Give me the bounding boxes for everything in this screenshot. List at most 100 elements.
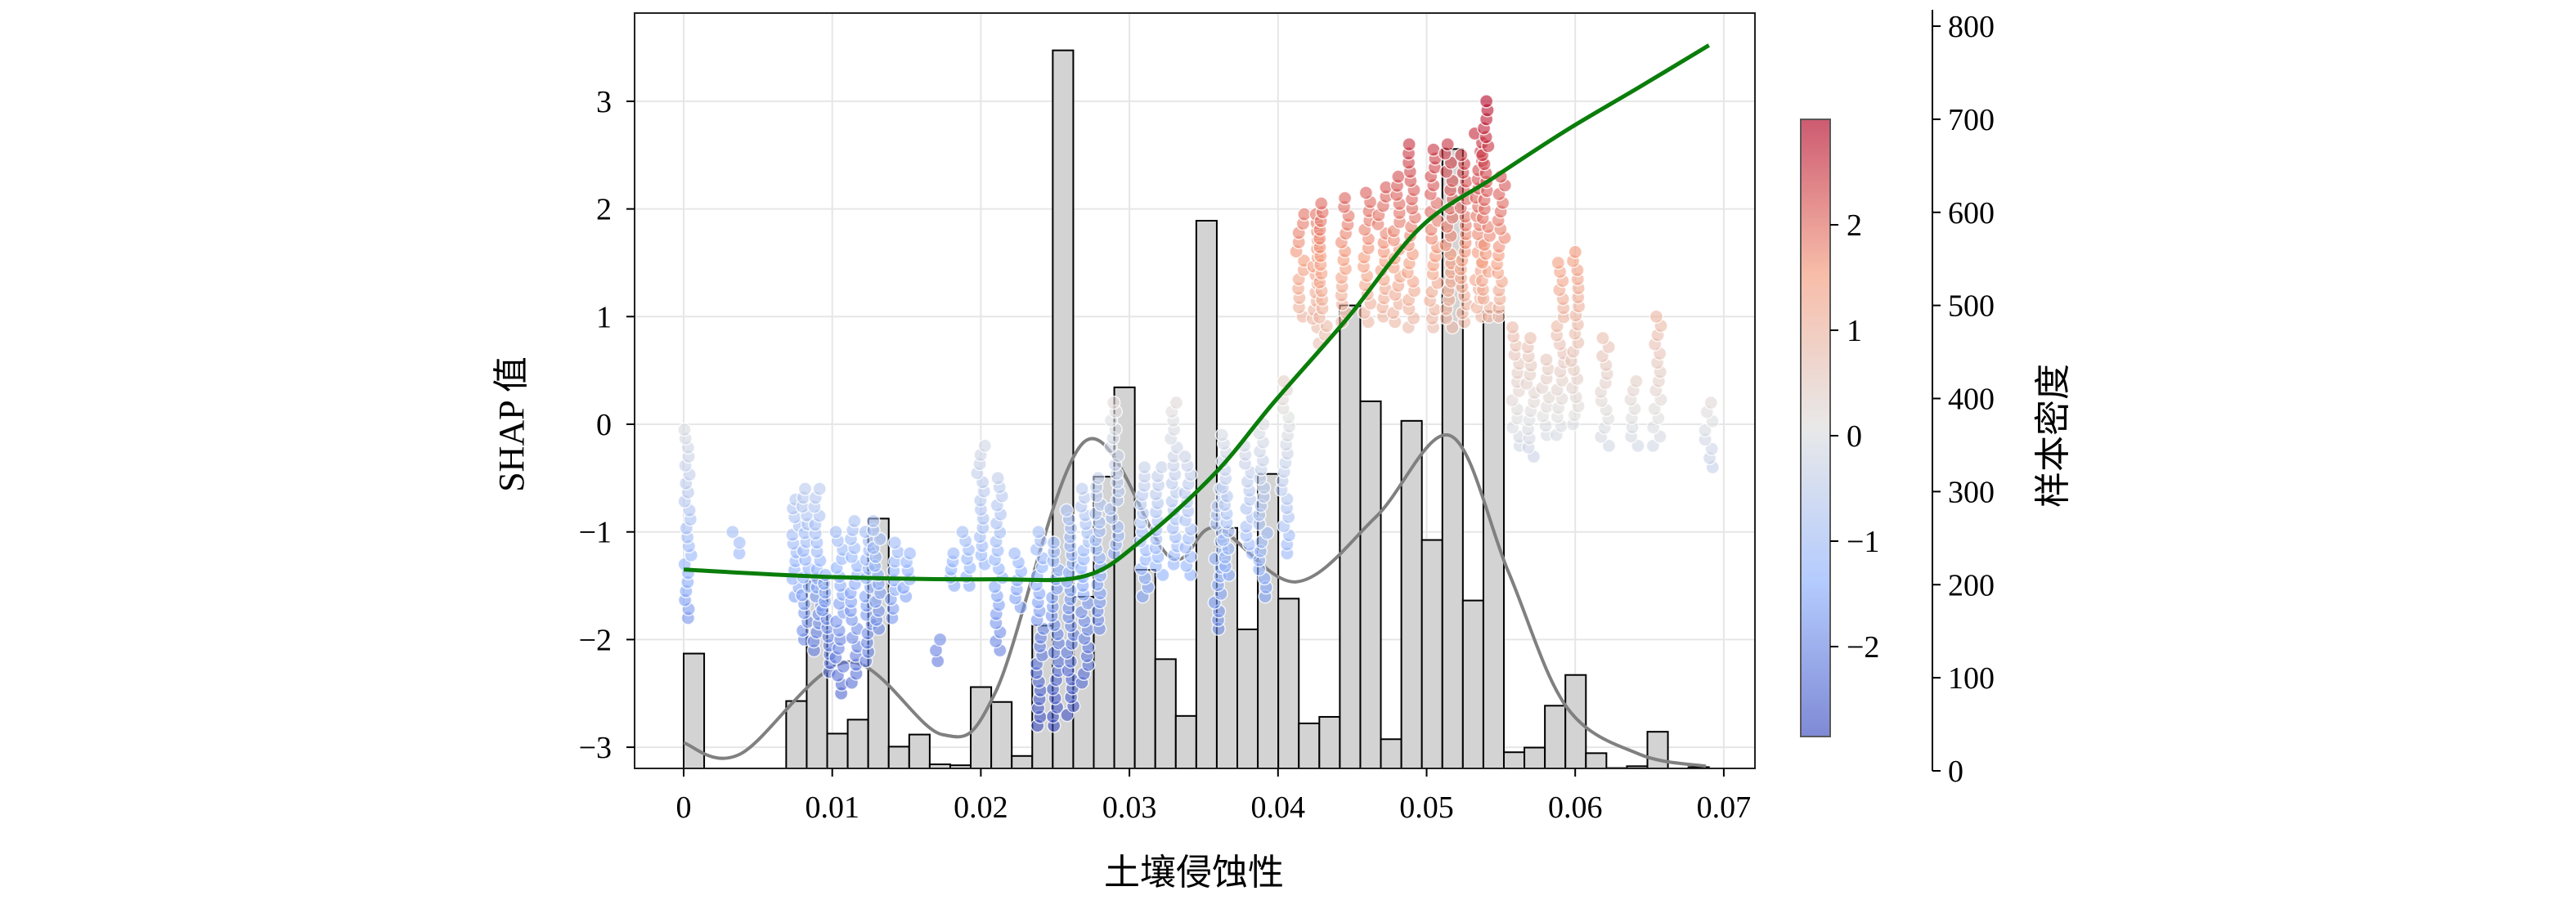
histogram-bar [1626,765,1649,768]
density-axis-label: 样本密度 [2033,364,2073,508]
scatter-point [1454,148,1469,163]
y-tick-label: −2 [579,623,612,657]
scatter-point [828,524,843,540]
x-tick-label: 0.02 [954,790,1008,825]
scatter-point [797,481,813,496]
scatter-point [847,513,862,529]
scatter-point [1479,94,1494,109]
colorbar-tick-label: 1 [1847,314,1862,348]
histogram-bar [1277,598,1300,768]
density-curve [683,433,1707,768]
colorbar-tick-label: 2 [1847,208,1862,243]
scatter-point [1568,244,1583,260]
histogram-bar [970,686,993,768]
scatter-point [1649,309,1664,325]
x-tick-label: 0 [676,790,692,825]
x-tick-label: 0.07 [1697,790,1752,825]
scatter-point [1091,471,1106,486]
scatter-point [1523,330,1538,346]
scatter-point [1505,320,1520,335]
trend-line-path [683,43,1711,583]
density-tick-label: 500 [1948,289,1995,324]
x-tick-label: 0.05 [1399,790,1454,825]
x-axis-ticks: 0 0.01 0.02 0.03 0.04 0.05 0.06 0.07 [676,768,1752,825]
colorbar-tick-label: −1 [1847,525,1879,559]
scatter-point [812,481,827,496]
histogram-bar [826,732,849,768]
colorbar-ticks: −2 −1 0 1 2 [1830,208,1879,665]
histogram-bar [765,770,786,771]
histogram-bar [1298,722,1321,768]
histogram-bar [1174,714,1197,768]
scatter-point [1007,546,1022,561]
histogram-bar [1544,705,1567,768]
colorbar [1800,119,1831,737]
density-tick-label: 300 [1948,475,1995,509]
scatter-point [1595,330,1610,346]
x-tick-label: 0.01 [805,790,859,825]
scatter-point [977,438,993,454]
scatter-point [1539,352,1554,367]
y-tick-label: 0 [596,408,612,442]
scatter-point [1358,186,1374,200]
scatter-point [1703,395,1719,410]
scatter-point [1214,428,1229,442]
scatter-point [1046,535,1061,550]
y-tick-label: 1 [596,300,612,334]
histogram-bar [1154,658,1177,768]
scatter-point [1259,526,1275,540]
histogram-bar [725,769,745,771]
scatter-point [732,535,747,550]
histogram-bar [704,769,725,771]
scatter-point [1075,481,1089,496]
y-axis-label: SHAP 值 [491,356,532,492]
scatter-point [902,546,918,561]
scatter-point [677,422,692,437]
histogram-bar [1380,738,1402,768]
histogram-bar [1524,746,1546,768]
histogram-bar [1646,731,1669,768]
y-tick-label: 2 [596,193,612,227]
density-tick-label: 100 [1948,661,1995,696]
scatter-point [1059,503,1075,518]
scatter-point [1178,449,1192,464]
density-tick-label: 200 [1948,568,1995,602]
y-tick-label: −1 [579,516,612,550]
scatter-point [1402,137,1416,152]
scatter-point [1337,190,1353,206]
colorbar-tick-label: 0 [1847,419,1862,454]
histogram-bar [1195,219,1218,768]
scatter-point [1551,255,1566,271]
histogram-bar [1236,628,1259,768]
scatter-point [1313,196,1329,211]
scatter-point [1031,524,1046,540]
y-tick-label: −3 [579,731,612,765]
scatter-point [946,546,961,561]
density-tick-label: 700 [1948,103,1995,137]
scatter-point [725,524,740,540]
histogram-bar [1564,674,1587,768]
plot-frame [634,12,1756,769]
scatter-point [1154,459,1169,475]
histogram-bar [908,733,931,768]
scatter-point [1169,395,1184,410]
scatter-points [677,94,1720,733]
density-tick-label: 800 [1948,10,1995,44]
scatter-point [1106,395,1121,410]
density-tick-label: 400 [1948,383,1995,417]
scatter-point [932,632,948,647]
scatter-point [990,471,1005,486]
x-tick-label: 0.06 [1548,790,1603,825]
x-axis-label: 土壤侵蚀性 [1104,853,1284,893]
histogram-bar [1420,539,1443,768]
scatter-point [866,513,881,529]
density-tick-label: 600 [1948,196,1995,231]
y-tick-label: 3 [596,85,612,119]
scatter-point [1698,423,1712,438]
x-tick-label: 0.03 [1102,790,1157,825]
scatter-point [1601,438,1617,454]
scatter-point [1629,374,1644,389]
scatter-point [955,524,970,540]
histogram-bar [1318,715,1341,768]
